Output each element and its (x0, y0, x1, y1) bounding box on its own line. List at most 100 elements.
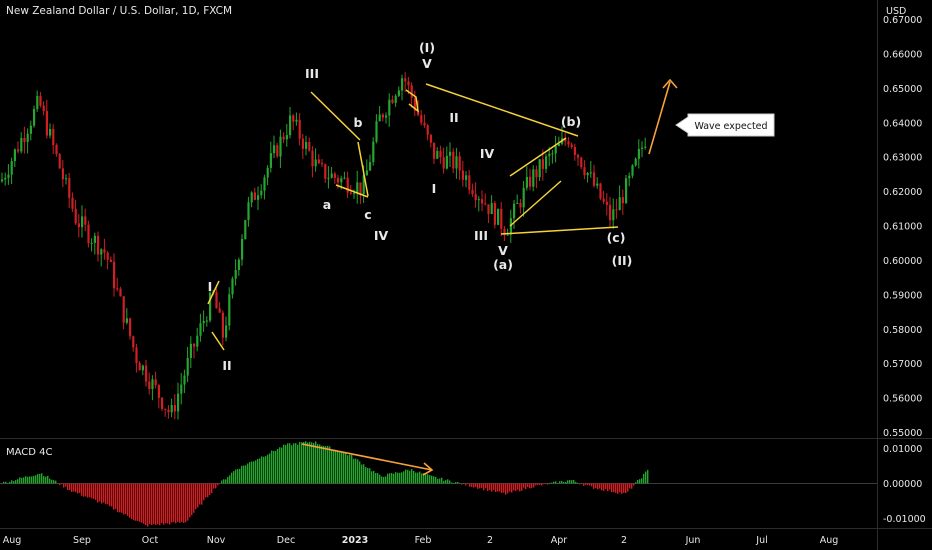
flag-lower-line[interactable] (335, 184, 369, 198)
candle-body (301, 138, 304, 149)
macd-bar (477, 483, 479, 489)
macd-bar (145, 483, 147, 526)
candle-body (151, 379, 154, 390)
macd-bar (579, 483, 581, 485)
candle-body (481, 199, 484, 204)
macd-bar (551, 482, 553, 484)
flag-right-line[interactable] (357, 141, 369, 197)
triangle-upper-line[interactable] (425, 83, 579, 137)
macd-bar (277, 448, 279, 484)
candle-body (292, 115, 295, 122)
candle-body (593, 172, 596, 186)
triangle-lower-line[interactable] (500, 226, 619, 235)
macd-bar (395, 472, 397, 484)
wave-label: I (208, 279, 213, 294)
macd-bar (151, 483, 153, 526)
macd-bar (247, 463, 249, 484)
candle-body (29, 125, 32, 134)
expected-move-arrow[interactable] (648, 81, 671, 155)
macd-bar (197, 483, 199, 508)
macd-bar (323, 445, 325, 484)
time-tick-label: 2 (621, 535, 627, 546)
price-tick-label: 0.58000 (883, 325, 922, 336)
macd-bar (337, 451, 339, 484)
wave-i-line[interactable] (207, 280, 220, 305)
wave-label: (II) (612, 253, 633, 268)
candle-body (410, 85, 413, 99)
macd-bar (245, 465, 247, 484)
macd-bar (251, 461, 253, 484)
channel-upper-line[interactable] (509, 137, 567, 177)
macd-bar (227, 477, 229, 484)
macd-bar (501, 483, 503, 493)
macd-bar (29, 476, 31, 484)
macd-bar (309, 441, 311, 484)
macd-bar (405, 469, 407, 484)
flag-upper-line[interactable] (310, 91, 361, 141)
price-tick-label: 0.57000 (883, 359, 922, 370)
macd-bar (271, 450, 273, 484)
candle-body (333, 173, 336, 178)
macd-bar (327, 445, 329, 484)
candle-body (573, 147, 576, 155)
macd-bar (43, 476, 45, 484)
macd-bar (103, 483, 105, 503)
macd-bar (359, 461, 361, 484)
candle-body (1, 179, 4, 182)
candle-body (423, 122, 426, 126)
macd-axis[interactable]: 0.01000 0.00000 -0.01000 (883, 444, 926, 525)
candle-body (125, 318, 128, 323)
candle-body (74, 208, 77, 224)
macd-bar (165, 483, 167, 524)
macd-bar (483, 483, 485, 491)
price-tick-label: 0.61000 (883, 222, 922, 233)
candle-body (634, 158, 637, 166)
macd-bar (109, 483, 111, 507)
macd-bar (533, 483, 535, 488)
macd-bar (47, 475, 49, 484)
wave-expected-callout[interactable]: Wave expected (675, 113, 775, 137)
wave-label: c (364, 207, 371, 222)
wave-v-small-triangle[interactable] (405, 89, 420, 113)
candle-body (433, 142, 436, 159)
time-axis[interactable]: Aug Sep Oct Nov Dec 2023 Feb 2 Apr 2 Jun Jul Aug (3, 535, 839, 546)
wave-label: a (323, 197, 331, 212)
channel-lower-line[interactable] (509, 180, 562, 227)
candle-body (189, 343, 192, 358)
macd-bar (493, 483, 495, 490)
macd-bar (243, 465, 245, 484)
macd-bar (87, 483, 89, 498)
candle-body (493, 203, 496, 225)
macd-tick-label: -0.01000 (883, 514, 926, 525)
candle-body (167, 409, 170, 413)
candle-body (93, 235, 96, 243)
candle-body (618, 197, 621, 211)
price-axis[interactable]: 0.67000 0.66000 0.65000 0.64000 0.63000 0.620… (883, 15, 922, 439)
price-tick-label: 0.62000 (883, 187, 922, 198)
candle-body (52, 129, 55, 145)
macd-bar (411, 469, 413, 484)
candle-body (346, 177, 349, 193)
macd-bar (17, 479, 19, 484)
macd-bar (231, 472, 233, 484)
candle-body (58, 154, 61, 169)
macd-bar (435, 476, 437, 484)
macd-bar (35, 475, 37, 484)
candle-body (503, 228, 506, 236)
wave-ii-line[interactable] (211, 331, 225, 351)
macd-bar (19, 477, 21, 484)
candle-body (266, 167, 269, 178)
candle-body (621, 197, 624, 204)
candle-body (548, 153, 551, 157)
macd-bar (645, 471, 647, 484)
macd-bar (643, 473, 645, 484)
macd-bar (65, 483, 67, 487)
macd-divergence-arrow[interactable] (301, 443, 433, 471)
candle-body (311, 150, 314, 167)
macd-bar (303, 441, 305, 484)
macd-bar (637, 479, 639, 484)
macd-indicator-title[interactable]: MACD 4C (6, 447, 53, 458)
candle-body (113, 261, 116, 289)
candle-body (273, 145, 276, 154)
candle-body (497, 208, 500, 225)
